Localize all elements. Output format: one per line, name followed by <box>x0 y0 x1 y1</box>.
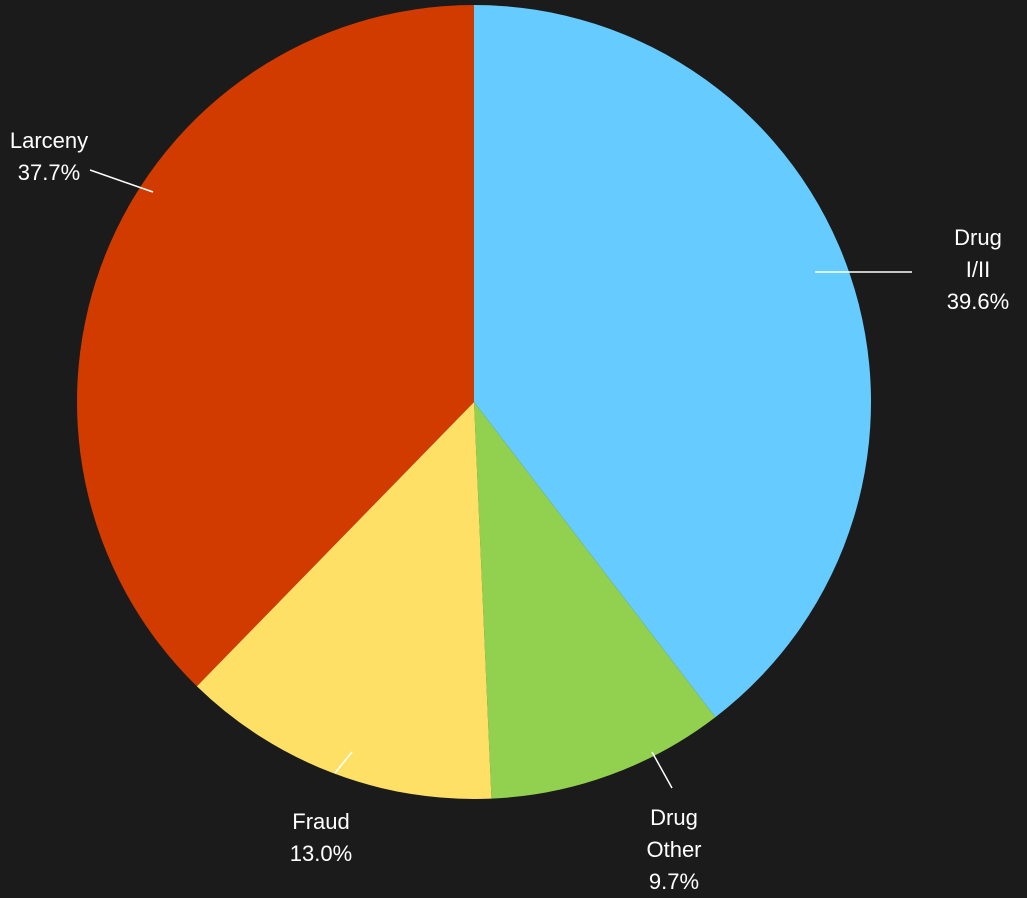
slice-value: 37.7% <box>17 160 81 185</box>
pie-slice <box>474 402 716 799</box>
slice-name: Fraud <box>292 809 350 834</box>
slice-value: 13.0% <box>289 841 353 866</box>
slice-name: Larceny <box>9 128 89 153</box>
leader-line <box>651 751 673 789</box>
data-label: Fraud 13.0% <box>290 806 352 870</box>
data-label: Drug I/II 39.6% <box>947 222 1009 318</box>
leader-line <box>334 751 353 774</box>
slice-value: 39.6% <box>946 289 1010 314</box>
data-label: Larceny 37.7% <box>10 125 88 189</box>
pie-slice <box>77 5 474 687</box>
slice-value: 9.7% <box>648 869 700 894</box>
pie-slice <box>196 402 492 800</box>
data-label: Drug Other 9.7% <box>639 802 709 898</box>
slice-name: Drug Other <box>646 805 702 862</box>
pie <box>77 5 871 800</box>
pie-slice <box>474 5 871 718</box>
leader-line <box>89 169 154 193</box>
slice-name: Drug I/II <box>954 225 1002 282</box>
